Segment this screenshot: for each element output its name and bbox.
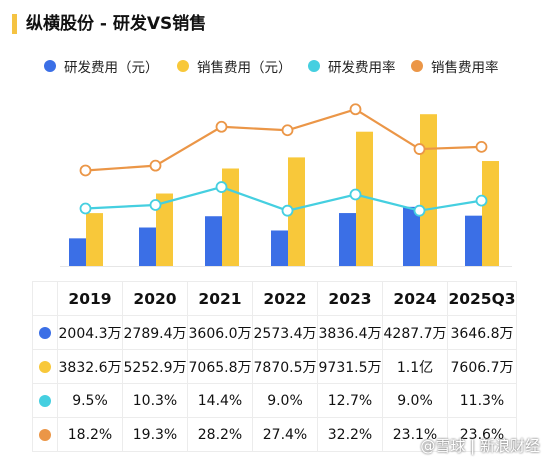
bar-rd-2021 — [205, 216, 222, 266]
table-row-sales: 3832.6万 5252.9万 7065.8万 7870.5万 9731.5万 … — [32, 349, 517, 384]
table-cell: 32.2% — [317, 417, 383, 452]
legend-dot-rd — [44, 60, 56, 72]
table-cell: 2789.4万 — [122, 315, 188, 350]
point-rd-rate-2024 — [413, 204, 426, 217]
point-rd-rate-2019 — [79, 202, 92, 215]
table-cell: 23.6% — [447, 417, 517, 452]
table-header-cell: 2022 — [252, 281, 318, 316]
table-cell: 23.1% — [382, 417, 448, 452]
bar-rd-2022 — [271, 230, 288, 266]
point-rd-rate-2021 — [215, 181, 228, 193]
bar-sales-2020 — [156, 193, 173, 266]
table-header-row: 2019 2020 2021 2022 2023 2024 2025Q3 — [32, 281, 517, 316]
table-row-rd-rate: 9.5% 10.3% 14.4% 9.0% 12.7% 9.0% 11.3% — [32, 383, 517, 418]
legend-dot-rd-rate — [308, 60, 320, 72]
row-dot-rd-rate — [39, 394, 51, 407]
point-rd-rate-2023 — [349, 188, 362, 201]
point-sales-rate-2019 — [79, 164, 92, 177]
bar-sales-2024 — [420, 114, 437, 266]
table-header-cell: 2019 — [57, 281, 123, 316]
bar-rd-2020 — [139, 227, 156, 266]
point-rd-rate-2022 — [281, 204, 294, 217]
point-sales-rate-2025Q3 — [475, 140, 488, 153]
chart-title: 纵横股份 - 研发VS销售 — [26, 14, 207, 34]
point-sales-rate-2022 — [281, 124, 294, 137]
table-cell: 14.4% — [187, 383, 253, 418]
bar-sales-2025Q3 — [482, 161, 499, 266]
row-dot-sales-rate — [39, 428, 51, 441]
table-cell: 3832.6万 — [57, 349, 123, 384]
table-cell: 1.1亿 — [382, 349, 448, 384]
table-cell: 9.5% — [57, 383, 123, 418]
table-corner-cell — [32, 281, 58, 316]
bar-rd-2025Q3 — [465, 215, 482, 266]
combo-chart — [60, 103, 512, 267]
row-dot-rd — [39, 326, 51, 339]
legend-item-sales[interactable]: 销售费用（元） — [177, 56, 292, 76]
table-cell: 3606.0万 — [187, 315, 253, 350]
point-sales-rate-2024 — [413, 143, 426, 155]
table-row-marker — [32, 417, 58, 452]
table-cell: 28.2% — [187, 417, 253, 452]
legend-dot-sales-rate — [411, 60, 423, 72]
bar-rd-2019 — [69, 238, 86, 266]
title-accent-bar — [12, 14, 17, 34]
legend-label-sales-rate: 销售费用率 — [431, 60, 499, 76]
table-cell: 11.3% — [447, 383, 517, 418]
table-cell: 7870.5万 — [252, 349, 318, 384]
table-cell: 19.3% — [122, 417, 188, 452]
table-row-sales-rate: 18.2% 19.3% 28.2% 27.4% 32.2% 23.1% 23.6… — [32, 417, 517, 452]
table-header-cell: 2023 — [317, 281, 383, 316]
legend-dot-sales — [177, 60, 189, 72]
table-cell: 7606.7万 — [447, 349, 517, 384]
legend-item-rd-rate[interactable]: 研发费用率 — [308, 56, 396, 76]
point-rd-rate-2025Q3 — [475, 194, 488, 207]
legend-item-rd[interactable]: 研发费用（元） — [44, 56, 159, 76]
table-row-marker — [32, 315, 58, 350]
point-rd-rate-2020 — [149, 199, 162, 211]
table-cell: 2573.4万 — [252, 315, 318, 350]
table-cell: 3646.8万 — [447, 315, 517, 350]
legend: 研发费用（元） 销售费用（元） 研发费用率 销售费用率 — [0, 56, 550, 80]
table-cell: 9731.5万 — [317, 349, 383, 384]
table-cell: 2004.3万 — [57, 315, 123, 350]
bar-sales-2022 — [288, 157, 305, 266]
table-header-cell: 2024 — [382, 281, 448, 316]
legend-item-sales-rate[interactable]: 销售费用率 — [411, 56, 499, 76]
row-dot-sales — [39, 360, 51, 373]
bar-layer — [60, 114, 512, 267]
table-cell: 3836.4万 — [317, 315, 383, 350]
table-row-marker — [32, 349, 58, 384]
table-row-marker — [32, 383, 58, 418]
table-cell: 18.2% — [57, 417, 123, 452]
table-cell: 5252.9万 — [122, 349, 188, 384]
table-cell: 12.7% — [317, 383, 383, 418]
legend-label-rd: 研发费用（元） — [64, 60, 159, 76]
point-sales-rate-2020 — [149, 159, 162, 172]
watermark: @雪球 | 新浪财经 — [420, 437, 540, 455]
table-row-rd: 2004.3万 2789.4万 3606.0万 2573.4万 3836.4万 … — [32, 315, 517, 350]
bar-sales-2023 — [356, 131, 373, 266]
bar-rd-2023 — [339, 213, 356, 266]
table-cell: 4287.7万 — [382, 315, 448, 350]
table-cell: 7065.8万 — [187, 349, 253, 384]
table-header-cell: 2020 — [122, 281, 188, 316]
table-cell: 27.4% — [252, 417, 318, 452]
point-sales-rate-2021 — [215, 120, 228, 133]
legend-label-rd-rate: 研发费用率 — [328, 60, 396, 76]
bar-sales-2019 — [86, 213, 103, 266]
bar-rd-2024 — [403, 206, 420, 266]
table-header-cell: 2021 — [187, 281, 253, 316]
table-cell: 9.0% — [252, 383, 318, 418]
line-layer — [79, 103, 488, 217]
table-cell: 10.3% — [122, 383, 188, 418]
table-cell: 9.0% — [382, 383, 448, 418]
data-table: 2019 2020 2021 2022 2023 2024 2025Q3 200… — [32, 281, 517, 452]
point-sales-rate-2023 — [349, 103, 362, 116]
legend-label-sales: 销售费用（元） — [197, 60, 292, 76]
table-header-cell: 2025Q3 — [447, 281, 517, 316]
